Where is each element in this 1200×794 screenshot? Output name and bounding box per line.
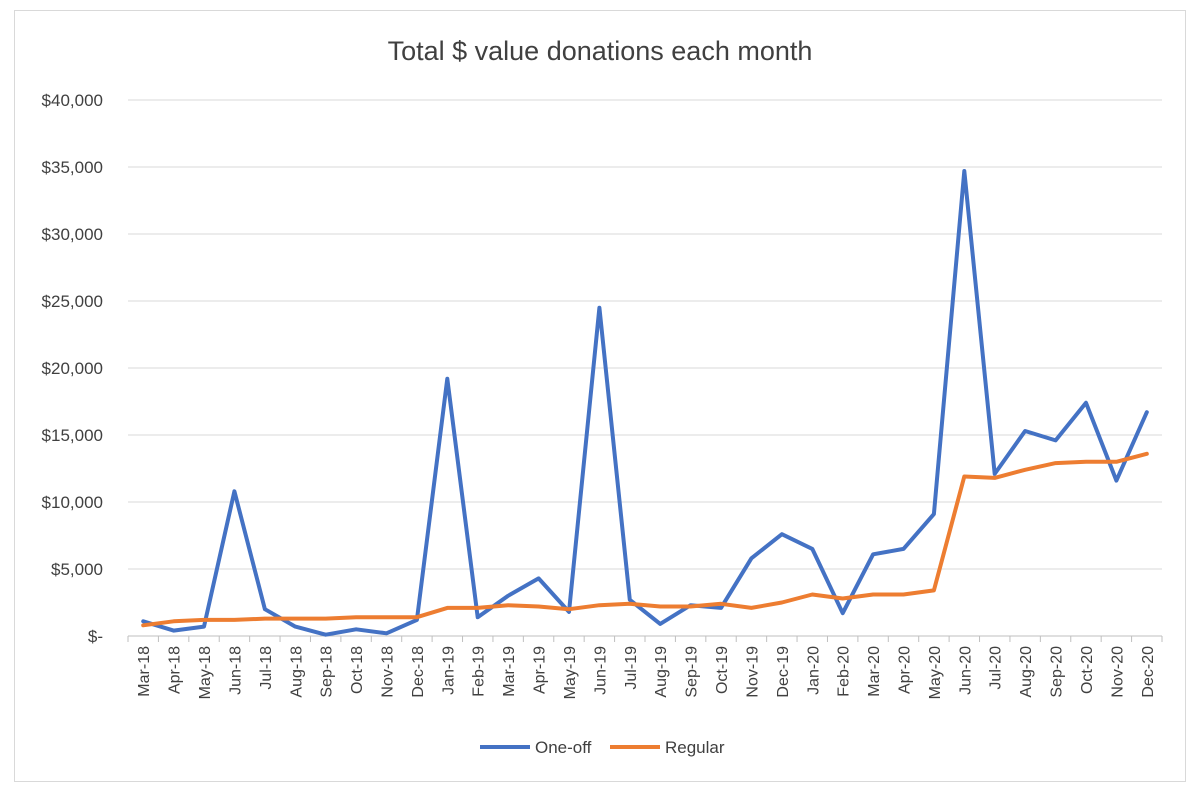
- x-tick-label: Jun-19: [592, 646, 609, 695]
- x-axis-ticks: Mar-18 Apr-18 May-18 Jun-18 Jul-18 Aug-18 Sep-…: [136, 646, 1157, 699]
- legend-label: One-off: [535, 738, 592, 757]
- x-axis: [127, 635, 1163, 642]
- chart-frame: [14, 10, 1186, 782]
- x-tick-label: Aug-19: [653, 646, 670, 698]
- x-tick-label: Jul-18: [258, 646, 275, 690]
- x-tick-label: Apr-19: [532, 646, 549, 694]
- x-tick-label: Sep-19: [684, 646, 701, 698]
- series-lines: [141, 169, 1149, 637]
- x-tick-label: May-20: [927, 646, 944, 699]
- x-tick-label: Dec-20: [1140, 646, 1157, 698]
- chart-title: Total $ value donations each month: [388, 36, 813, 66]
- x-tick-label: Apr-20: [897, 646, 914, 694]
- y-tick-label: $30,000: [42, 225, 103, 244]
- gridlines: [128, 99, 1162, 570]
- x-tick-label: Nov-19: [744, 646, 761, 698]
- legend-item: One-off: [480, 738, 592, 757]
- legend: One-off Regular: [480, 738, 725, 757]
- x-tick-label: Jun-20: [957, 646, 974, 695]
- x-tick-label: Jul-20: [988, 646, 1005, 690]
- x-tick-label: Nov-20: [1109, 646, 1126, 698]
- x-tick-label: Apr-18: [167, 646, 184, 694]
- x-tick-label: Dec-19: [775, 646, 792, 698]
- x-tick-label: Jun-18: [227, 646, 244, 695]
- y-tick-label: $5,000: [51, 560, 103, 579]
- y-tick-label: $25,000: [42, 292, 103, 311]
- series-line-one-off: [141, 169, 1149, 637]
- y-tick-label: $40,000: [42, 91, 103, 110]
- x-tick-label: May-18: [197, 646, 214, 699]
- x-tick-label: Jul-19: [623, 646, 640, 690]
- y-tick-label: $15,000: [42, 426, 103, 445]
- x-tick-label: Oct-20: [1079, 646, 1096, 694]
- y-tick-label: $20,000: [42, 359, 103, 378]
- y-axis-ticks: $- $5,000 $10,000 $15,000 $20,000 $25,000 $30,…: [42, 91, 103, 646]
- legend-label: Regular: [665, 738, 725, 757]
- series-line-regular: [141, 451, 1149, 628]
- x-tick-label: Dec-18: [410, 646, 427, 698]
- y-tick-label: $-: [88, 627, 103, 646]
- x-tick-label: Oct-18: [349, 646, 366, 694]
- x-tick-label: Mar-20: [866, 646, 883, 697]
- y-tick-label: $10,000: [42, 493, 103, 512]
- x-tick-label: May-19: [562, 646, 579, 699]
- x-tick-label: Jan-19: [440, 646, 457, 695]
- x-tick-label: Jan-20: [805, 646, 822, 695]
- x-tick-label: Oct-19: [714, 646, 731, 694]
- x-tick-label: Nov-18: [380, 646, 397, 698]
- x-tick-label: Mar-18: [136, 646, 153, 697]
- x-tick-label: Sep-20: [1049, 646, 1066, 698]
- x-tick-label: Aug-18: [288, 646, 305, 698]
- x-tick-label: Aug-20: [1018, 646, 1035, 698]
- x-tick-label: Sep-18: [319, 646, 336, 698]
- legend-item: Regular: [610, 738, 725, 757]
- x-tick-label: Mar-19: [501, 646, 518, 697]
- x-tick-label: Feb-19: [471, 646, 488, 697]
- y-tick-label: $35,000: [42, 158, 103, 177]
- x-tick-label: Feb-20: [836, 646, 853, 697]
